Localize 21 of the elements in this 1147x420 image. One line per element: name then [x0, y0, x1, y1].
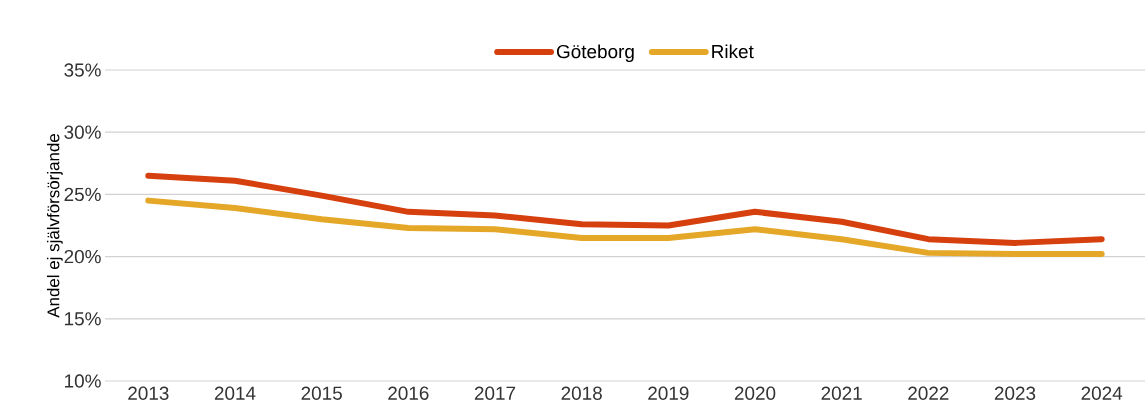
- x-tick-label: 2023: [994, 386, 1036, 400]
- y-tick-label: 30%: [64, 125, 101, 139]
- x-tick-label: 2024: [1081, 386, 1123, 400]
- y-tick-label: 20%: [64, 249, 101, 264]
- x-tick-label: 2016: [388, 386, 429, 400]
- y-axis-title: Andel ej självförsörjande: [46, 134, 63, 318]
- y-tick-label: 35%: [64, 63, 101, 77]
- x-tick-label: 2013: [128, 386, 169, 400]
- x-tick-label: 2019: [648, 386, 689, 400]
- x-tick-label: 2017: [474, 386, 516, 400]
- legend-label: Riket: [712, 44, 754, 59]
- y-tick-label: 15%: [65, 312, 101, 326]
- y-tick-label: 10%: [65, 374, 101, 388]
- x-tick-label: 2021: [821, 386, 862, 400]
- legend-label: Göteborg: [556, 44, 634, 63]
- x-tick-label: 2014: [214, 386, 256, 400]
- x-tick-label: 2015: [301, 386, 342, 400]
- x-tick-label: 2020: [734, 386, 776, 400]
- x-tick-label: 2018: [561, 386, 602, 400]
- x-tick-label: 2022: [908, 386, 949, 400]
- y-tick-label: 25%: [64, 187, 101, 202]
